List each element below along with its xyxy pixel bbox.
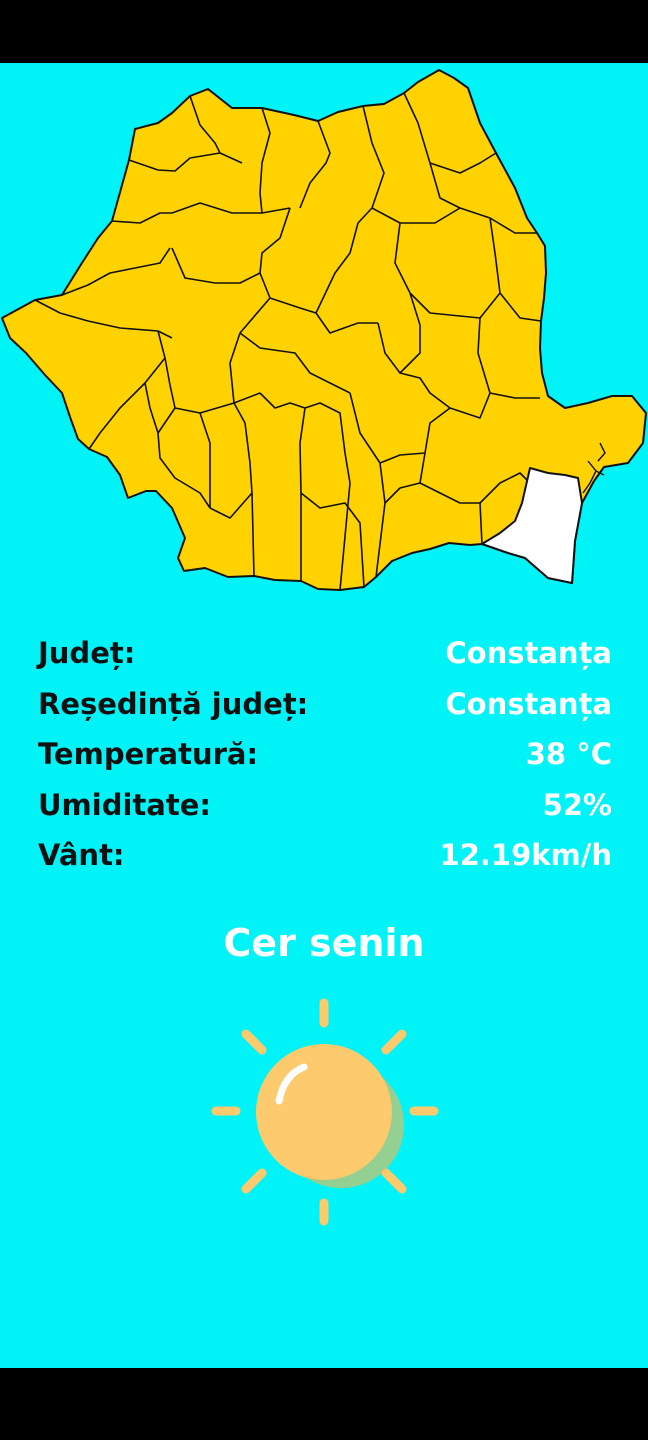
temperature-label: Temperatură: xyxy=(38,737,259,772)
romania-outline xyxy=(1,69,647,591)
county-borders xyxy=(34,92,542,591)
sun-icon xyxy=(211,998,439,1226)
seat-value: Constanța xyxy=(445,686,612,721)
status-bar xyxy=(0,0,648,63)
app-screen: Județ: Constanța Reședință județ: Consta… xyxy=(0,63,648,1368)
wind-value: 12.19km/h xyxy=(439,838,612,873)
humidity-row: Umiditate: 52% xyxy=(38,780,612,831)
temperature-value: 38 °C xyxy=(525,737,612,772)
wind-row: Vânt: 12.19km/h xyxy=(38,830,612,881)
county-constanta[interactable] xyxy=(481,467,583,584)
wind-label: Vânt: xyxy=(38,838,125,873)
humidity-label: Umiditate: xyxy=(38,787,211,822)
county-info-panel: Județ: Constanța Reședință județ: Consta… xyxy=(38,628,612,881)
navigation-bar xyxy=(0,1368,648,1440)
county-row: Județ: Constanța xyxy=(38,628,612,679)
county-value: Constanța xyxy=(445,636,612,671)
temperature-row: Temperatură: 38 °C xyxy=(38,729,612,780)
weather-condition: Cer senin xyxy=(223,921,425,965)
county-label: Județ: xyxy=(38,636,136,671)
danube-delta xyxy=(582,442,606,494)
humidity-value: 52% xyxy=(542,787,612,822)
seat-label: Reședință județ: xyxy=(38,686,309,721)
seat-row: Reședință județ: Constanța xyxy=(38,679,612,730)
romania-map[interactable] xyxy=(0,63,648,593)
